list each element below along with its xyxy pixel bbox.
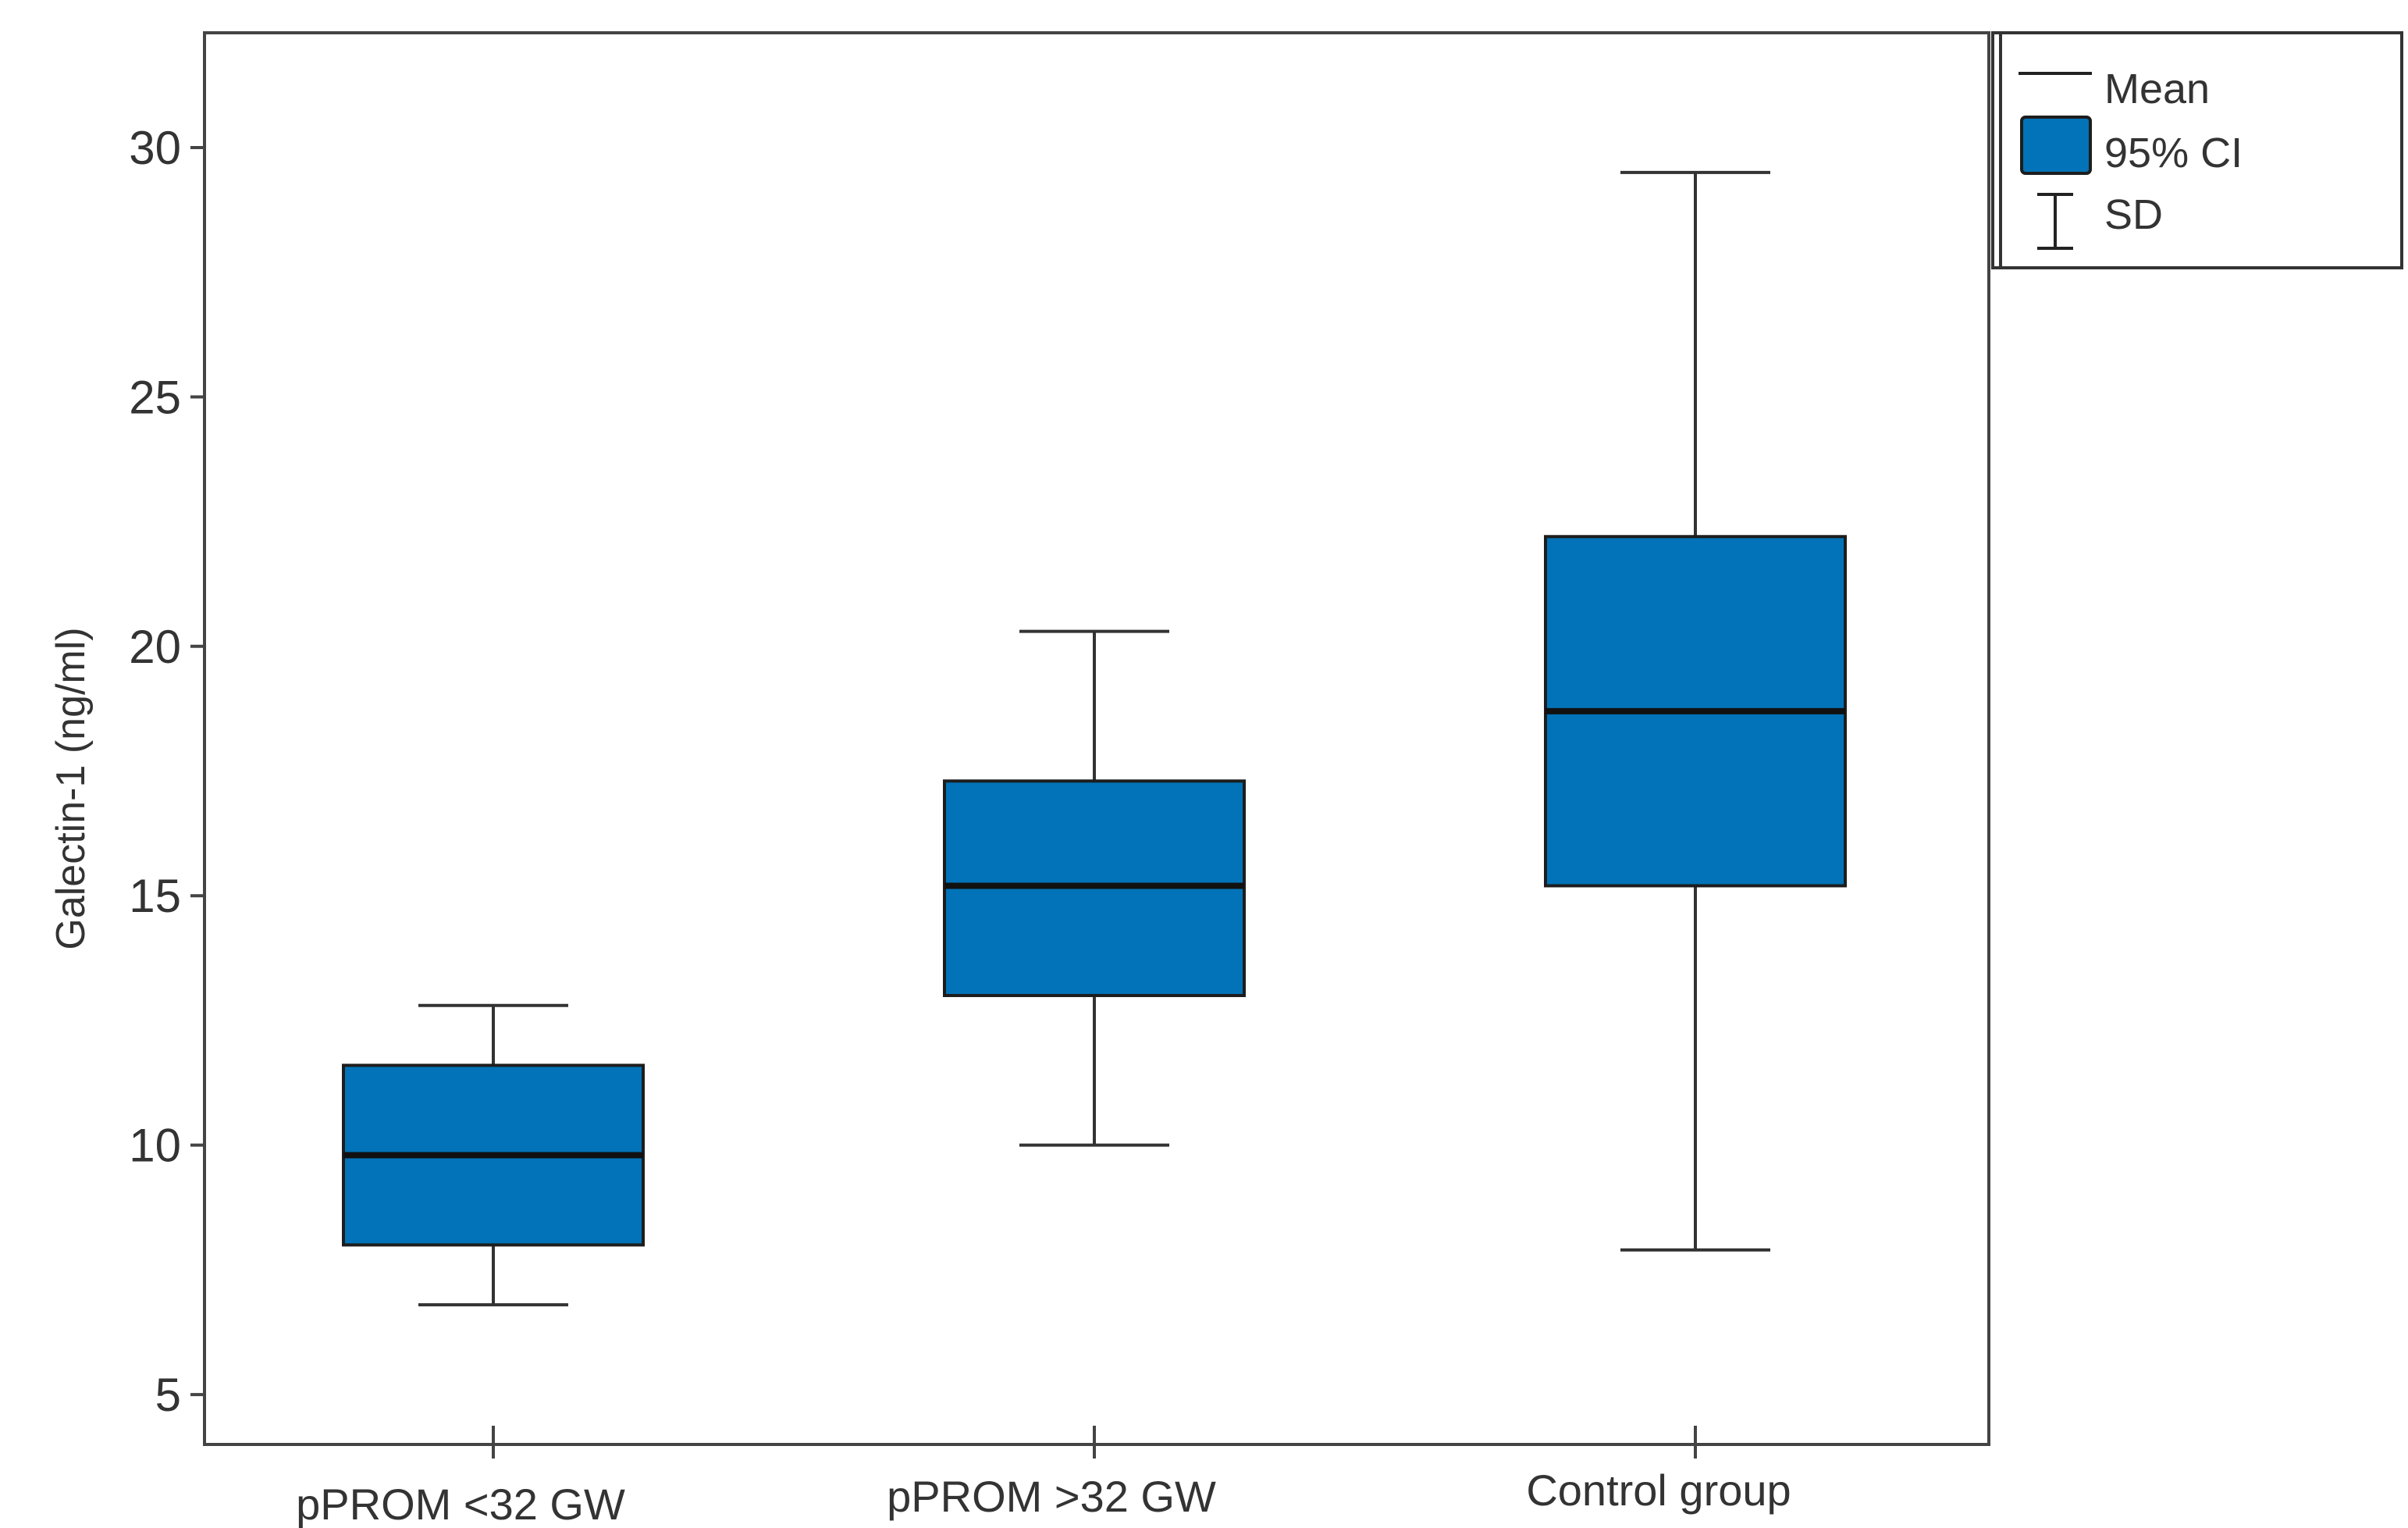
legend-ci-symbol [2020, 116, 2092, 175]
x-category-label: pPROM >32 GW [887, 1472, 1216, 1521]
legend-label: 95% CI [2104, 130, 2243, 176]
y-tick-label: 20 [129, 621, 181, 673]
y-axis-label: Galectin-1 (ng/ml) [48, 627, 94, 949]
y-tick-label: 10 [129, 1120, 181, 1172]
y-tick-label: 5 [155, 1369, 181, 1421]
legend: Mean 95% CI SD [1991, 31, 2403, 269]
box-series [342, 170, 1847, 1307]
x-category-label: Control group [1526, 1466, 1791, 1515]
x-category-label: pPROM <32 GW [296, 1480, 625, 1528]
legend-label: SD [2104, 191, 2163, 238]
y-tick-label: 30 [129, 122, 181, 174]
y-tick-label: 25 [129, 371, 181, 423]
y-axis: 5 10 15 20 25 30 [129, 122, 205, 1421]
x-axis: pPROM <32 GW pPROM >32 GW Control group [296, 1426, 1791, 1528]
legend-label: Mean [2104, 66, 2210, 112]
y-tick-label: 15 [129, 870, 181, 922]
